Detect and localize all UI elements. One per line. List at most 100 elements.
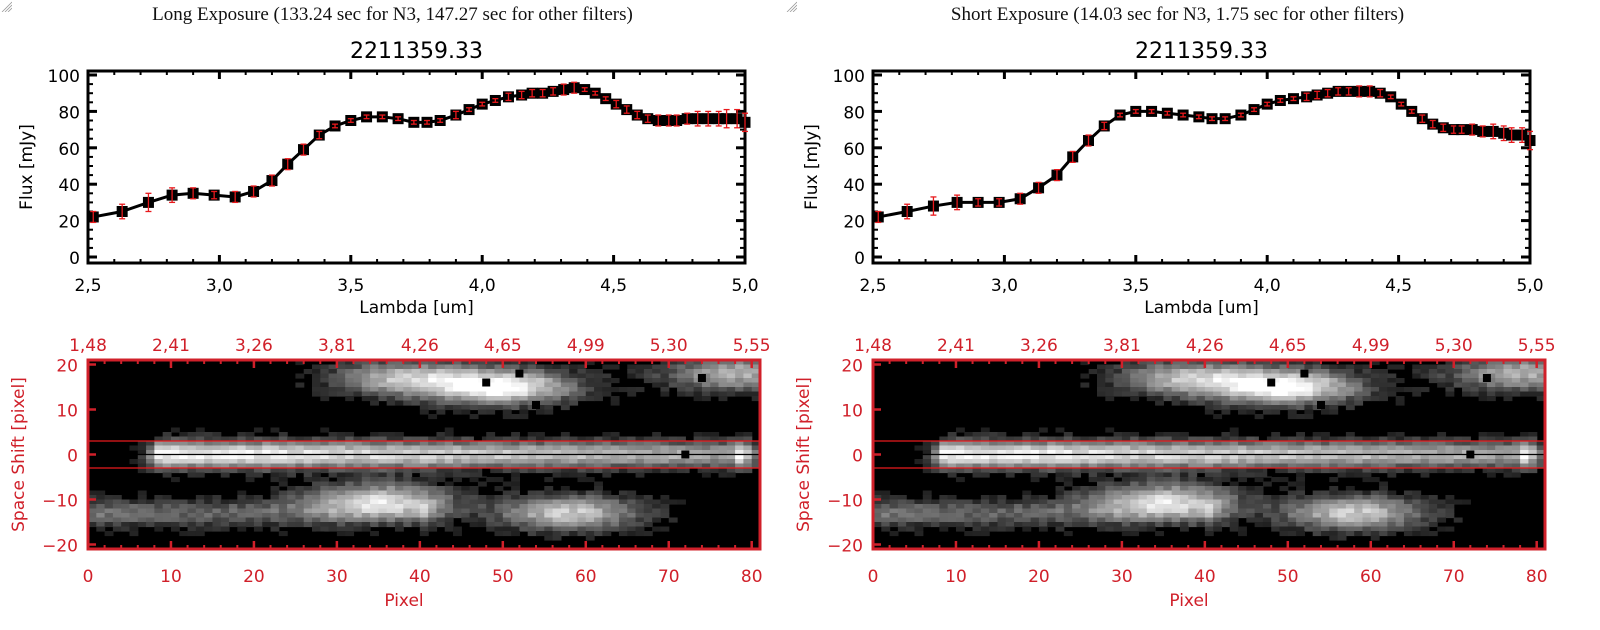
heatmap-cell	[394, 378, 404, 384]
heatmap-cell	[1213, 468, 1223, 474]
heatmap-cell	[1188, 472, 1198, 478]
heatmap-cell	[955, 445, 965, 451]
heatmap-cell	[345, 360, 355, 366]
heatmap-cell	[253, 454, 263, 460]
heatmap-cell	[527, 468, 537, 474]
heatmap-cell	[1113, 463, 1123, 469]
heatmap-cell	[1097, 522, 1106, 528]
heatmap-cell	[668, 369, 678, 375]
heatmap-cell	[511, 450, 521, 456]
heatmap-cell	[1345, 463, 1355, 469]
heatmap-cell	[1038, 468, 1048, 474]
heatmap-cell	[1204, 436, 1214, 442]
heatmap-cell	[394, 387, 404, 393]
heatmap-cell	[602, 364, 612, 370]
heatmap-cell	[552, 441, 562, 447]
heatmap-cell	[536, 432, 545, 438]
heatmap-cell	[710, 450, 720, 456]
heatmap-cell	[511, 360, 521, 366]
heatmap-cell	[419, 436, 429, 442]
heatmap-cell	[312, 463, 321, 469]
bad-pixel-marker	[1317, 401, 1325, 409]
heatmap-cell	[444, 522, 454, 528]
heatmap-cell	[668, 360, 678, 366]
heatmap-cell	[735, 468, 745, 474]
resize-grip-icon[interactable]	[785, 0, 797, 12]
heatmap-cell	[955, 427, 965, 433]
heatmap-cell	[735, 445, 745, 451]
heatmap-cell	[403, 387, 413, 393]
heatmap-cell	[1088, 459, 1098, 465]
heatmap-cell	[1213, 508, 1223, 514]
heatmap-cell	[1254, 486, 1264, 492]
heatmap-cell	[1113, 387, 1123, 393]
heatmap-cell	[627, 450, 637, 456]
heatmap-cell	[1229, 450, 1239, 456]
heatmap-cell	[1370, 441, 1380, 447]
heatmap-cell	[1520, 364, 1530, 370]
heatmap-cell	[677, 360, 686, 366]
heatmap-cell	[361, 450, 371, 456]
heatmap-cell	[1105, 477, 1115, 483]
heatmap-cell	[1520, 450, 1530, 456]
heatmap-cell	[594, 526, 603, 532]
heatmap-cell	[1478, 454, 1488, 460]
heatmap-cell	[897, 526, 907, 532]
error-bar	[954, 194, 961, 211]
heatmap-cell	[1238, 360, 1247, 366]
heatmap-cell	[1304, 513, 1314, 519]
heatmap-cell	[1097, 369, 1106, 375]
heatmap-cell	[1362, 472, 1372, 478]
resize-grip-icon[interactable]	[0, 0, 12, 12]
heatmap-cell	[668, 450, 678, 456]
heatmap-cell	[569, 454, 579, 460]
heatmap-cell	[1146, 522, 1156, 528]
heatmap-cell	[1262, 454, 1272, 460]
y-axis-label: Space Shift [pixel]	[9, 377, 29, 532]
heatmap-cell	[1345, 531, 1355, 537]
heatmap-cell	[931, 517, 940, 523]
heatmap-cell	[1146, 486, 1156, 492]
heatmap-cell	[88, 513, 97, 519]
heatmap-cell	[635, 445, 645, 451]
heatmap-cell	[1196, 499, 1206, 505]
heatmap-cell	[693, 360, 703, 366]
heatmap-cell	[461, 396, 471, 402]
heatmap-cell	[1038, 499, 1048, 505]
heatmap-cell	[552, 373, 562, 379]
heatmap-cell	[1453, 441, 1463, 447]
heatmap-cell	[502, 504, 512, 510]
heatmap-cell	[1221, 409, 1231, 415]
heatmap-cell	[1105, 526, 1115, 532]
spatial-heatmap: 01,48102,41203,26303,81404,26504,65604,9…	[9, 336, 771, 611]
heatmap-cell	[1138, 486, 1148, 492]
heatmap-cell	[1072, 508, 1082, 514]
heatmap-cell	[1503, 364, 1513, 370]
heatmap-cell	[1536, 391, 1546, 397]
heatmap-cell	[989, 463, 999, 469]
heatmap-cell	[1354, 517, 1364, 523]
heatmap-cell	[403, 477, 413, 483]
heatmap-cell	[1155, 463, 1164, 469]
heatmap-cell	[1130, 508, 1140, 514]
heatmap-cell	[336, 441, 346, 447]
heatmap-cell	[1262, 481, 1272, 487]
heatmap-cell	[1047, 450, 1057, 456]
heatmap-cell	[602, 490, 612, 496]
heatmap-cell	[947, 450, 957, 456]
heatmap-cell	[494, 364, 504, 370]
heatmap-cell	[1271, 387, 1281, 393]
heatmap-cell	[594, 391, 603, 397]
heatmap-cell	[1536, 441, 1546, 447]
heatmap-cell	[955, 526, 965, 532]
heatmap-cell	[1072, 490, 1082, 496]
heatmap-cell	[710, 378, 720, 384]
heatmap-cell	[1296, 472, 1306, 478]
error-bar	[1419, 114, 1426, 123]
heatmap-cell	[312, 441, 321, 447]
heatmap-cell	[527, 396, 537, 402]
heatmap-cell	[906, 526, 916, 532]
heatmap-cell	[212, 445, 222, 451]
heatmap-cell	[295, 436, 305, 442]
heatmap-cell	[312, 468, 321, 474]
